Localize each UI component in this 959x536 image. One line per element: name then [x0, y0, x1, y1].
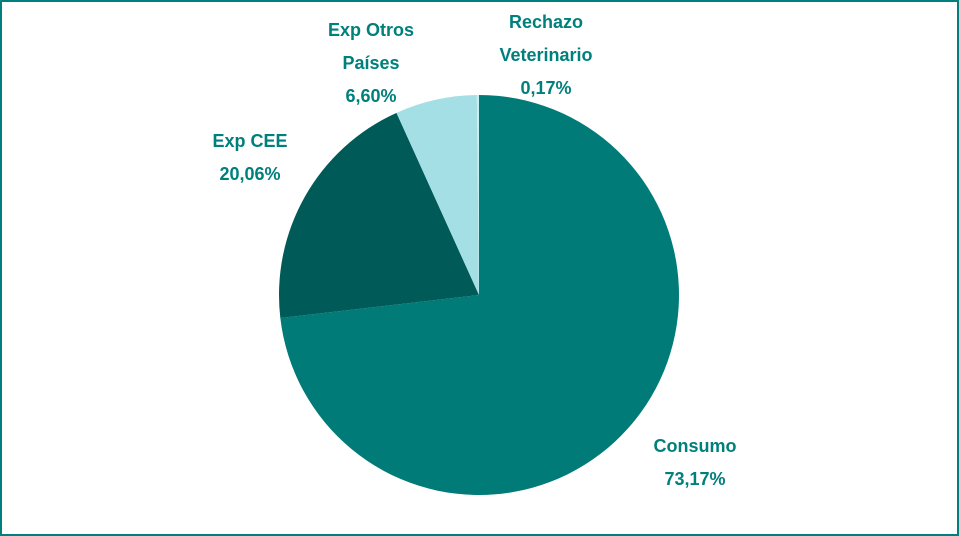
value-label: 6,60% — [345, 86, 397, 106]
data-label: Exp CEE 20,06% — [190, 125, 310, 191]
pie-slice — [280, 95, 680, 495]
category-label: Consumo — [653, 436, 737, 456]
value-label: 0,17% — [520, 78, 572, 98]
value-label: 73,17% — [664, 469, 726, 489]
pie-slice — [476, 95, 479, 295]
category-label: Exp CEE — [212, 131, 288, 151]
category-label: Rechazo Veterinario — [499, 12, 593, 65]
pie-slice — [279, 112, 479, 318]
data-label: Consumo 73,17% — [630, 430, 760, 496]
data-label: Exp Otros Países 6,60% — [308, 14, 434, 113]
category-label: Exp Otros Países — [327, 20, 415, 73]
pie-slice — [396, 95, 479, 295]
value-label: 20,06% — [219, 164, 281, 184]
data-label: Rechazo Veterinario 0,17% — [478, 6, 614, 105]
